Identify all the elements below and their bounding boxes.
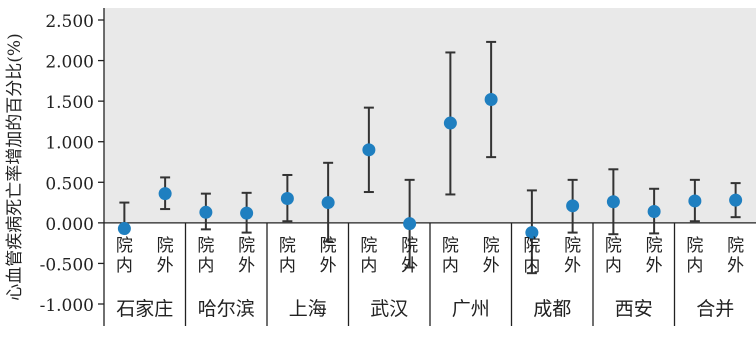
data-point: [606, 195, 620, 209]
point-label: 院外: [320, 236, 337, 276]
y-tick-label: 1.000: [45, 134, 94, 154]
data-point: [199, 205, 213, 219]
point-label: 院外: [564, 236, 581, 276]
group-label: 武汉: [370, 298, 408, 320]
point-label: 院外: [157, 236, 174, 276]
point-label: 院内: [279, 236, 296, 276]
data-point: [525, 226, 539, 240]
point-label: 院外: [727, 236, 744, 276]
y-tick-label: -0.500: [40, 255, 94, 275]
y-tick-label: 1.500: [45, 93, 94, 113]
point-label: 院内: [442, 236, 459, 276]
data-point: [484, 93, 498, 107]
data-point: [647, 204, 661, 218]
point-label: 院内: [605, 236, 622, 276]
y-tick-label: 0.000: [45, 215, 94, 235]
data-point: [403, 217, 417, 231]
data-point: [240, 206, 254, 220]
y-axis-label: 心血管疾病死亡率增加的百分比(%): [5, 33, 25, 300]
group-label: 西安: [615, 298, 653, 320]
point-label: 院内: [360, 236, 377, 276]
point-label: 院外: [238, 236, 255, 276]
data-point: [729, 193, 743, 207]
point-label: 院外: [401, 236, 418, 276]
group-label: 上海: [289, 298, 327, 320]
data-point: [443, 116, 457, 130]
point-label: 院外: [646, 236, 663, 276]
data-point: [362, 143, 376, 157]
group-label: 哈尔滨: [198, 298, 255, 320]
data-point: [117, 222, 131, 236]
point-label: 院内: [116, 236, 133, 276]
point-label: 院外: [483, 236, 500, 276]
group-label: 石家庄: [116, 298, 173, 320]
point-label: 院内: [197, 236, 214, 276]
data-point: [688, 194, 702, 208]
point-label: 院内: [686, 236, 703, 276]
y-tick-label: -1.000: [40, 296, 94, 316]
y-tick-label: 2.500: [45, 12, 94, 32]
data-point: [158, 187, 172, 201]
plot-panel-upper: [104, 8, 756, 223]
point-label: 院内: [523, 236, 540, 276]
group-label: 广州: [452, 298, 490, 320]
group-label: 合并: [696, 298, 734, 320]
group-label: 成都: [533, 298, 571, 320]
y-tick-label: 2.000: [45, 53, 94, 73]
data-point: [566, 199, 580, 213]
y-tick-label: 0.500: [45, 174, 94, 194]
data-point: [321, 196, 335, 210]
data-point: [280, 192, 294, 206]
